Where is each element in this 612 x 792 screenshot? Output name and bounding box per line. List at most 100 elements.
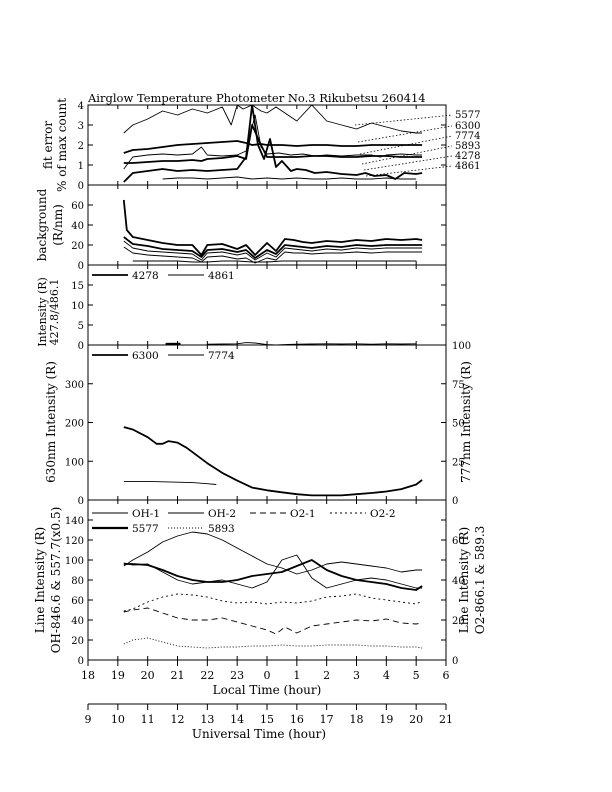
universal-time-label: Universal Time (hour) xyxy=(192,727,326,741)
lt-tick-label: 5 xyxy=(413,669,420,682)
legend-label-4861: 4861 xyxy=(208,270,235,282)
series-line_intensity-5893 xyxy=(123,637,423,649)
series-red_green-7774 xyxy=(123,480,217,485)
legend-label-7774: 7774 xyxy=(208,350,235,362)
y-right-tick-label: 60 xyxy=(452,536,465,547)
right-label-4278: 4278 xyxy=(455,151,480,162)
y-right-tick-label: 0 xyxy=(452,656,458,667)
series-line_intensity-5577 xyxy=(123,559,423,591)
lt-tick-label: 4 xyxy=(383,669,390,682)
axis-ticks: 0123402040600510150100200300025507510002… xyxy=(65,101,471,667)
y-axis-label-fit: fit error xyxy=(41,121,55,169)
legend-label-5577: 5577 xyxy=(132,523,159,535)
series-fit-5577 xyxy=(123,105,423,134)
ut-tick-label: 17 xyxy=(320,713,334,726)
y-tick-label: 40 xyxy=(71,221,84,232)
legend-label-4278: 4278 xyxy=(132,270,159,282)
y-tick-label: 2 xyxy=(78,141,84,152)
ut-tick-label: 12 xyxy=(171,713,185,726)
lt-tick-label: 22 xyxy=(200,669,214,682)
y-axis-right-label-line_intensity: Line Intensity (R) xyxy=(457,527,471,633)
legend-label-5893: 5893 xyxy=(208,523,235,535)
chart-title: Airglow Temperature Photometer No.3 Riku… xyxy=(87,91,426,105)
ut-tick-label: 21 xyxy=(439,713,453,726)
y-axis-label-red_green: 630nm Intensity (R) xyxy=(44,361,58,483)
y-tick-label: 0 xyxy=(78,656,84,667)
lt-tick-label: 18 xyxy=(81,669,95,682)
right-label-6300: 6300 xyxy=(455,121,480,132)
right-label-4861: 4861 xyxy=(455,161,480,172)
y-tick-label: 0 xyxy=(78,181,84,192)
y-tick-label: 20 xyxy=(71,241,84,252)
y-tick-label: 0 xyxy=(78,261,84,272)
series-fit-4861 xyxy=(162,176,417,180)
y-axis-right-label-line_intensity: O2-866.1 & 589.3 xyxy=(473,526,487,635)
ut-tick-label: 19 xyxy=(379,713,393,726)
y-tick-label: 40 xyxy=(71,616,84,627)
y-tick-label: 5 xyxy=(78,321,84,332)
series-background-bg2 xyxy=(123,236,423,259)
y-right-tick-label: 75 xyxy=(452,380,465,391)
series-background-bg1 xyxy=(122,199,423,256)
y-tick-label: 0 xyxy=(78,341,84,352)
y-right-tick-label: 100 xyxy=(452,341,471,352)
right-label-5577: 5577 xyxy=(455,110,480,121)
ut-tick-label: 20 xyxy=(409,713,423,726)
y-right-tick-label: 40 xyxy=(452,576,465,587)
ut-tick-label: 11 xyxy=(141,713,155,726)
y-tick-label: 3 xyxy=(78,121,84,132)
y-axis-label-fit: % of max count xyxy=(55,98,69,192)
ut-tick-label: 18 xyxy=(350,713,364,726)
y-tick-label: 15 xyxy=(71,281,84,292)
ut-tick-label: 9 xyxy=(85,713,92,726)
leader-line xyxy=(357,125,453,143)
series-red_green-6300 xyxy=(123,426,423,497)
series-background-bg4 xyxy=(123,246,423,264)
series-line_intensity-oh-1 xyxy=(123,554,423,589)
lt-tick-label: 2 xyxy=(323,669,330,682)
y-tick-label: 60 xyxy=(71,201,84,212)
y-axis-label-line_intensity: Line Intensity (R) xyxy=(33,527,47,633)
axis-labels: fit error% of max count 55776300777458934… xyxy=(33,98,487,653)
y-tick-label: 80 xyxy=(71,576,84,587)
legend-label-o2-2: O2-2 xyxy=(370,508,396,520)
y-right-tick-label: 50 xyxy=(452,419,465,430)
ut-tick-label: 16 xyxy=(290,713,304,726)
series-fit-4278 xyxy=(123,105,423,183)
legend-label-o2-1: O2-1 xyxy=(290,508,316,520)
y-tick-label: 120 xyxy=(65,536,84,547)
ut-tick-label: 15 xyxy=(260,713,274,726)
y-axis-right-label-red_green: 777nm Intensity (R) xyxy=(459,361,473,483)
y-right-tick-label: 0 xyxy=(452,496,458,507)
legend-label-oh-1: OH-1 xyxy=(132,508,160,520)
y-right-tick-label: 25 xyxy=(452,457,465,468)
leader-line xyxy=(363,155,453,171)
series-line_intensity-o2-2 xyxy=(123,593,423,612)
y-axis-label-intensity_blue: 427.8/486.1 xyxy=(48,279,61,346)
ut-tick-label: 10 xyxy=(111,713,125,726)
lt-tick-label: 1 xyxy=(293,669,300,682)
series-fit-6300 xyxy=(123,140,423,154)
lt-tick-label: 23 xyxy=(230,669,244,682)
y-tick-label: 100 xyxy=(65,556,84,567)
y-axis-label-line_intensity: OH-846.6 & 557.7(x0.5) xyxy=(49,507,63,654)
series-fit-5893 xyxy=(123,124,423,164)
y-axis-label-background: background xyxy=(35,188,49,261)
right-label-7774: 7774 xyxy=(455,131,480,142)
y-axis-label-background: (R/nm) xyxy=(51,204,65,246)
lt-tick-label: 19 xyxy=(111,669,125,682)
ut-tick-label: 14 xyxy=(230,713,244,726)
lt-tick-label: 20 xyxy=(141,669,155,682)
y-tick-label: 300 xyxy=(65,380,84,391)
y-tick-label: 100 xyxy=(65,457,84,468)
y-axis-label-intensity_blue: Intensity (R) xyxy=(36,277,49,347)
y-tick-label: 200 xyxy=(65,419,84,430)
y-right-tick-label: 20 xyxy=(452,616,465,627)
lt-tick-label: 3 xyxy=(353,669,360,682)
lt-tick-label: 6 xyxy=(443,669,450,682)
legend-label-6300: 6300 xyxy=(132,350,159,362)
y-tick-label: 140 xyxy=(65,516,84,527)
leader-line xyxy=(354,114,453,126)
